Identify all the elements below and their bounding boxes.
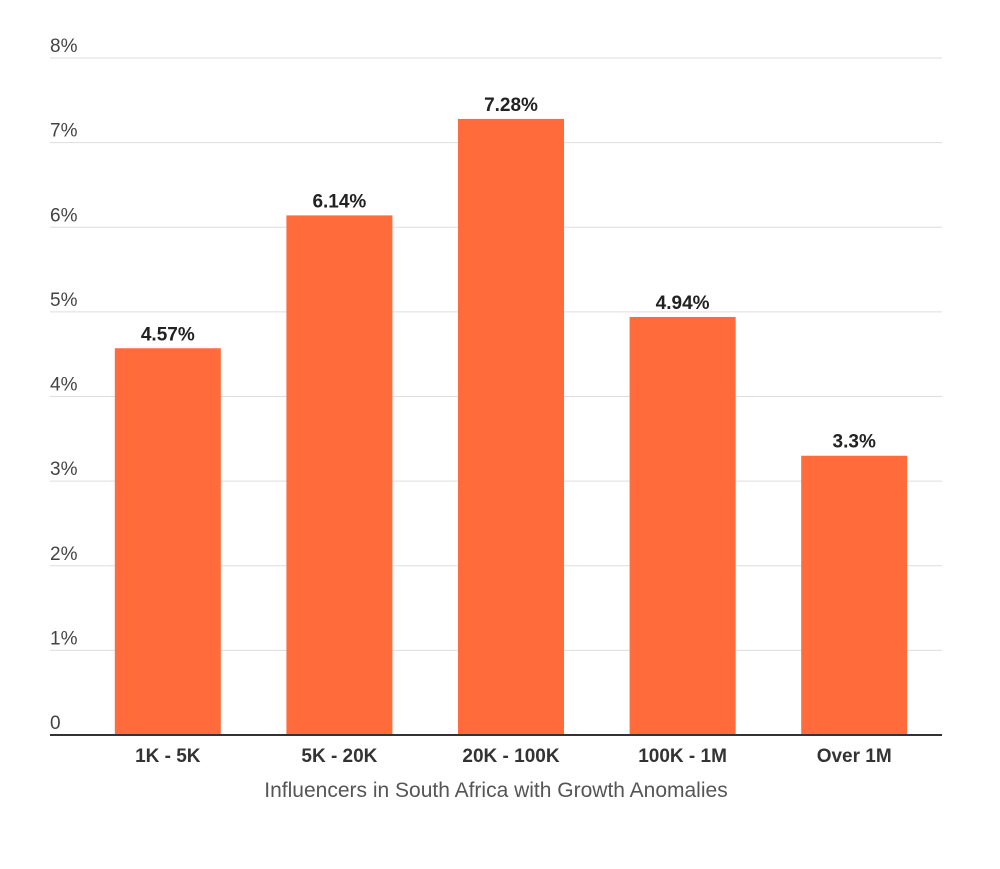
- value-label: 3.3%: [833, 432, 876, 453]
- y-tick-label: 5%: [50, 290, 78, 311]
- bar: [114, 348, 221, 735]
- bars: [114, 118, 908, 736]
- x-tick-label: Over 1M: [817, 746, 892, 767]
- value-label: 4.57%: [141, 324, 195, 345]
- value-labels: 4.57% 6.14% 7.28% 4.94% 3.3%: [141, 95, 876, 453]
- value-label: 7.28%: [484, 95, 538, 116]
- bar: [286, 215, 393, 736]
- y-axis-ticks: 0 1% 2% 3% 4% 5% 6% 7% 8%: [50, 36, 78, 734]
- y-tick-label: 2%: [50, 544, 78, 565]
- x-tick-label: 20K - 100K: [462, 746, 559, 767]
- x-tick-label: 100K - 1M: [638, 746, 727, 767]
- x-tick-label: 5K - 20K: [301, 746, 377, 767]
- value-label: 6.14%: [312, 191, 366, 212]
- bar: [801, 455, 908, 735]
- x-tick-label: 1K - 5K: [135, 746, 201, 767]
- value-label: 4.94%: [656, 293, 710, 314]
- y-tick-label: 4%: [50, 375, 78, 396]
- bar: [629, 316, 736, 735]
- x-axis-ticks: 1K - 5K 5K - 20K 20K - 100K 100K - 1M Over 1…: [135, 746, 892, 767]
- y-tick-label: 6%: [50, 205, 78, 226]
- bar: [458, 118, 564, 736]
- y-tick-label: 8%: [50, 36, 78, 57]
- x-axis-title: Influencers in South Africa with Growth …: [264, 779, 727, 802]
- y-tick-label: 0: [50, 713, 61, 734]
- y-tick-label: 7%: [50, 121, 78, 142]
- y-tick-label: 1%: [50, 628, 78, 649]
- y-tick-label: 3%: [50, 459, 78, 480]
